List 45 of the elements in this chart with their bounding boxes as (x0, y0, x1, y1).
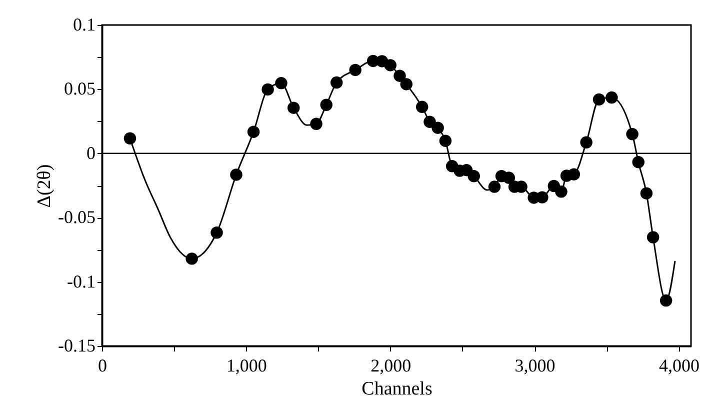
point (606, 91, 618, 104)
point (646, 231, 660, 244)
y-tick-label: -0.05 (58, 207, 96, 228)
point (330, 76, 343, 89)
point (640, 187, 653, 200)
point (247, 126, 260, 138)
point (416, 100, 428, 114)
point (310, 118, 322, 130)
point (400, 78, 412, 90)
point (555, 186, 568, 198)
y-tick-label: 0.1 (73, 14, 96, 34)
point (502, 172, 516, 184)
point (592, 93, 606, 106)
x-tick-label: 3,000 (514, 356, 556, 376)
point (568, 168, 580, 180)
point (468, 170, 480, 182)
point (262, 83, 274, 96)
point (394, 70, 406, 82)
point (288, 102, 300, 114)
point (439, 134, 452, 147)
point (210, 226, 223, 239)
point (660, 294, 672, 307)
point (632, 156, 644, 168)
y-tick-label: -0.1 (67, 271, 96, 292)
x-axis-title: Channels (362, 378, 432, 400)
point (424, 116, 436, 128)
point (580, 136, 592, 148)
y-tick-label: 0 (86, 142, 96, 163)
point (349, 64, 362, 76)
y-tick-label: -0.15 (58, 336, 96, 356)
x-tick-label: 2,000 (370, 356, 412, 376)
point (626, 128, 638, 140)
point (124, 132, 136, 144)
point (320, 98, 332, 111)
y-tick-label: 0.05 (64, 78, 96, 99)
point (186, 252, 198, 265)
point (275, 77, 288, 90)
y-axis-title: Δ(2θ) (34, 164, 56, 208)
point (230, 168, 242, 181)
point (536, 191, 548, 204)
x-tick-label: 1,000 (226, 356, 267, 376)
x-tick-label: 4,000 (658, 356, 700, 376)
point (432, 122, 444, 134)
point (488, 180, 501, 193)
point (384, 59, 396, 72)
